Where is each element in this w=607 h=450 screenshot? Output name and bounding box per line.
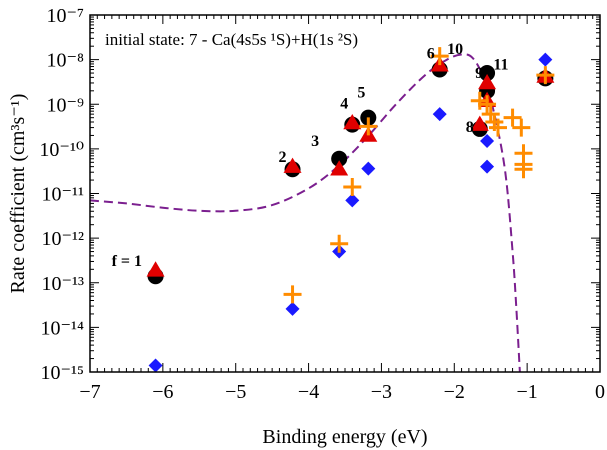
- y-axis-label: Rate coefficient (cm³s⁻¹): [7, 94, 29, 294]
- rate-curve-line: [90, 53, 521, 372]
- plus-point: [359, 117, 378, 136]
- diamond-point: [361, 161, 376, 176]
- point-label: 2: [279, 149, 287, 166]
- x-tick-label: −1: [517, 381, 538, 403]
- triangle-point: [478, 73, 497, 90]
- point-label: 3: [311, 133, 319, 150]
- y-tick-label: 10⁻⁷: [46, 5, 84, 27]
- y-tick-label: 10⁻⁸: [46, 50, 84, 72]
- plus-point: [503, 108, 522, 127]
- y-tick-label: 10⁻¹⁵: [40, 362, 84, 384]
- plus-point: [430, 47, 449, 66]
- minor-ticks: [90, 15, 600, 372]
- diamond-point: [148, 358, 163, 372]
- y-tick-label: 10⁻¹³: [41, 273, 84, 295]
- point-labels-layer: f = 1 2 3 45 6 8 9 10 11: [112, 41, 509, 270]
- axes-layer: −7 −6 −5 −4 −3 −2 −1 0 10⁻⁷ 10⁻⁸ 10⁻⁹ 10⁻¹⁰ 10⁻¹¹ 10⁻…: [39, 5, 605, 403]
- triangle-point: [146, 261, 165, 277]
- diamond-point: [285, 301, 300, 316]
- x-axis-label: Binding energy (eV): [262, 426, 427, 448]
- plus-point: [514, 160, 533, 179]
- triangle-point: [330, 160, 349, 176]
- x-tick-label: −5: [225, 381, 246, 403]
- point-label: 10: [447, 41, 463, 58]
- y-tick-label: 10⁻¹²: [41, 228, 84, 250]
- chart-annotation: initial state: 7 - Ca(4s5s ¹S)+H(1s ²S): [105, 30, 358, 49]
- data-points-layer: [146, 47, 555, 372]
- plus-point: [481, 105, 500, 124]
- plus-point: [330, 234, 349, 253]
- triangle-point: [343, 114, 362, 130]
- plus-point: [343, 177, 362, 196]
- x-tick-label: −4: [298, 381, 319, 403]
- plus-point: [283, 285, 302, 304]
- point-label: 9: [475, 65, 483, 82]
- y-tick-label: 10⁻¹⁴: [40, 317, 84, 339]
- point-label: 6: [427, 46, 435, 63]
- point-label: 8: [466, 119, 474, 136]
- plus-point: [536, 66, 555, 85]
- plus-point: [512, 118, 531, 137]
- diamond-point: [538, 52, 553, 67]
- x-tick-label: 0: [595, 381, 605, 403]
- point-label: f = 1: [112, 253, 142, 270]
- triangle-point: [283, 157, 302, 173]
- diamond-point: [345, 193, 360, 208]
- x-tick-label: −2: [444, 381, 465, 403]
- x-tick-label: −7: [79, 381, 100, 403]
- diamond-point: [432, 107, 447, 122]
- diamond-point: [480, 159, 495, 174]
- point-label: 5: [357, 85, 365, 102]
- y-tick-label: 10⁻¹¹: [41, 184, 84, 206]
- plus-point: [478, 95, 497, 114]
- point-label: 4: [340, 96, 348, 113]
- circle-point: [479, 65, 496, 82]
- plot-frame: [89, 14, 601, 373]
- x-tick-label: −6: [152, 381, 173, 403]
- y-tick-label: 10⁻¹⁰: [39, 139, 84, 161]
- circle-point: [331, 150, 348, 167]
- plus-point: [489, 118, 507, 137]
- dashed-curve-layer: [90, 53, 521, 372]
- point-label: 11: [493, 56, 508, 73]
- triangle-point: [470, 115, 489, 131]
- diamond-point: [480, 134, 495, 149]
- y-tick-label: 10⁻⁹: [46, 94, 84, 116]
- x-tick-label: −3: [371, 381, 392, 403]
